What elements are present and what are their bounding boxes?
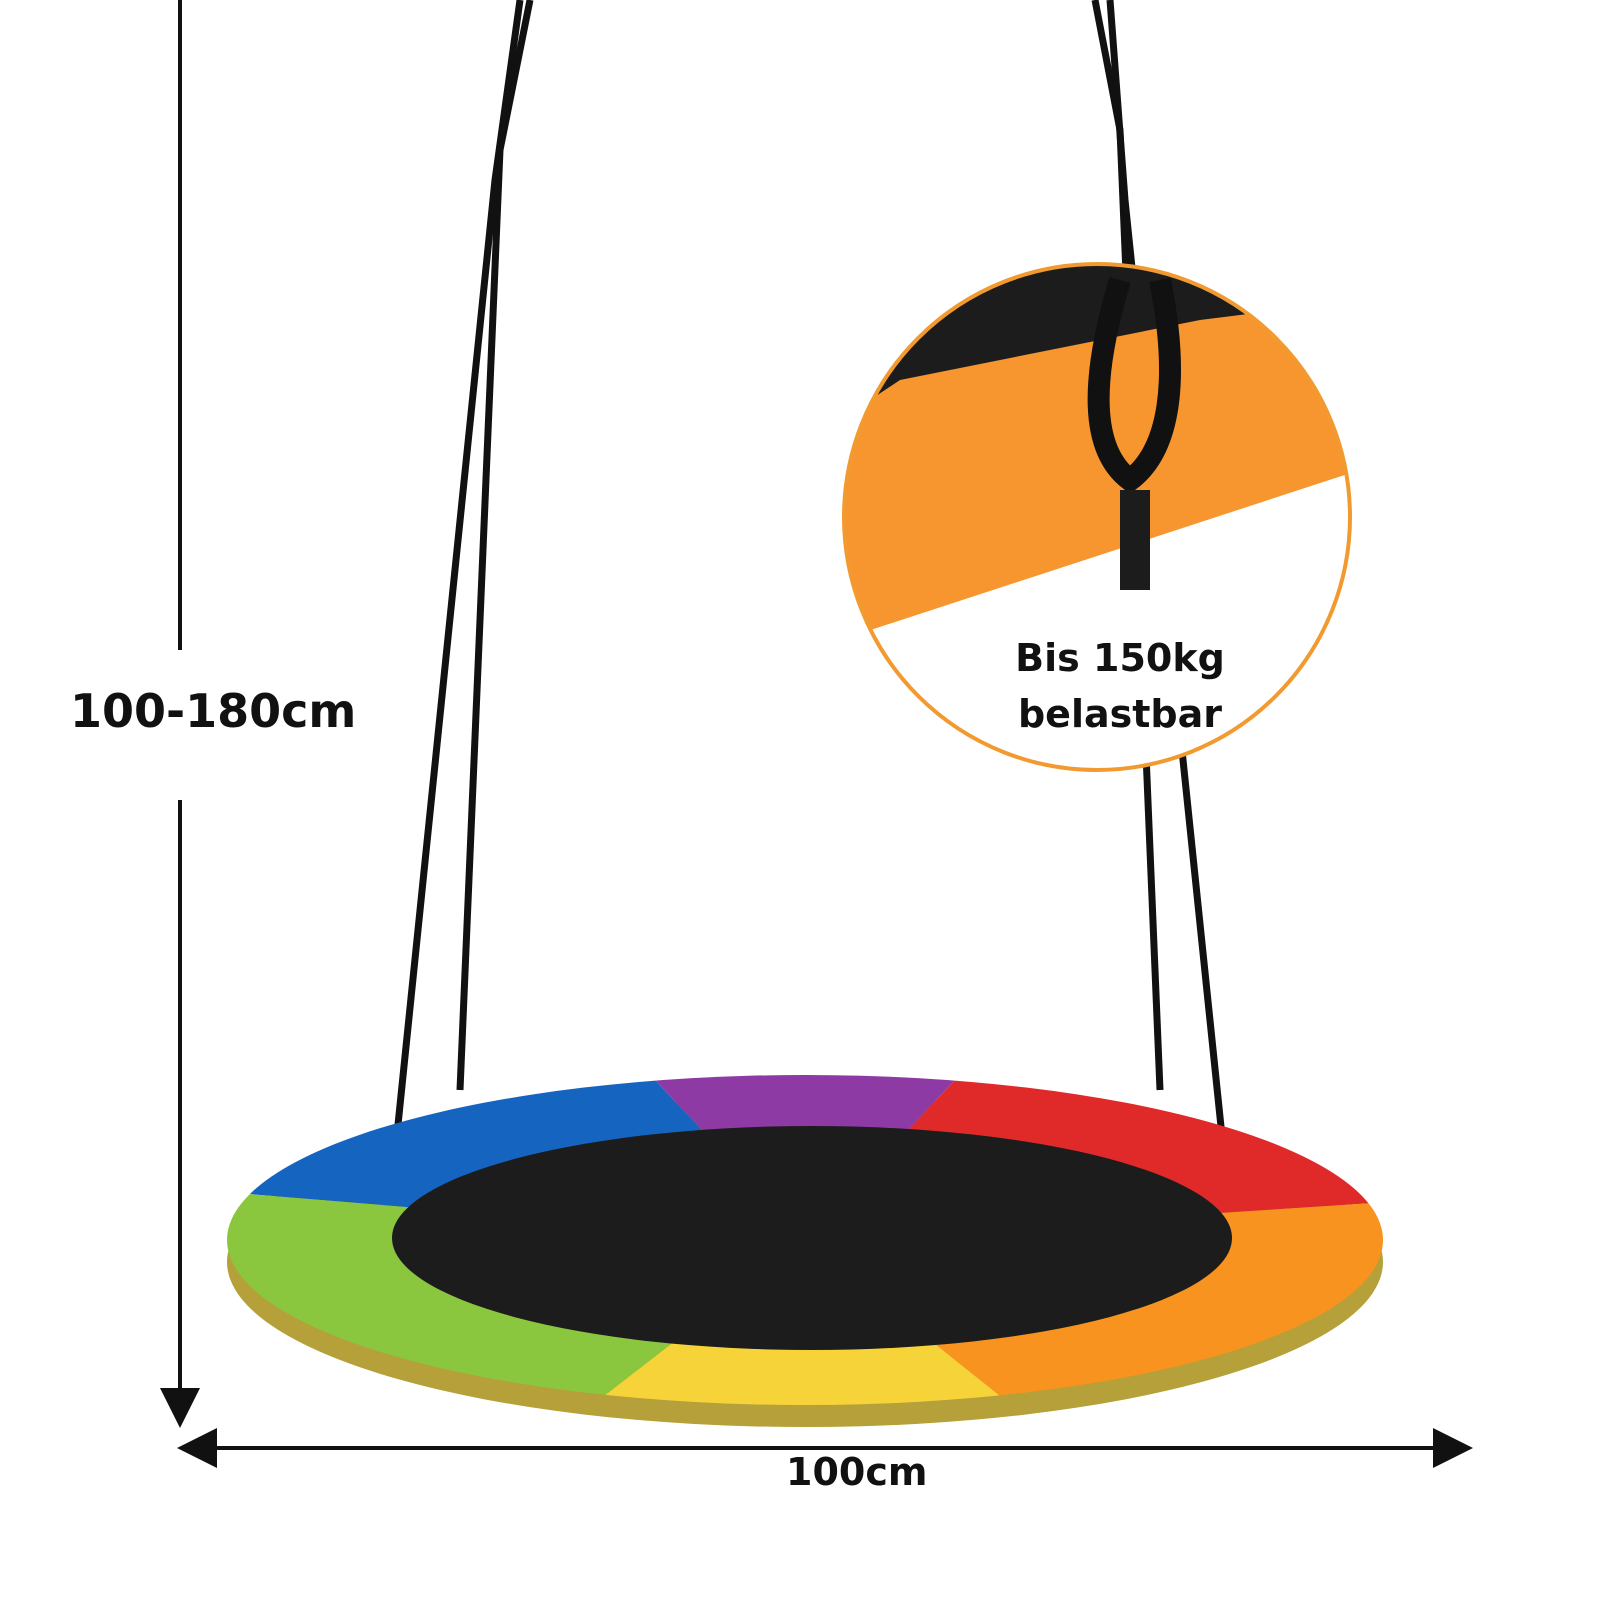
load-capacity-line1: Bis 150kg (1015, 636, 1225, 680)
swing-seat (227, 1075, 1383, 1427)
ropes (376, 0, 1244, 1311)
inset-border (842, 262, 1352, 772)
height-label: 100-180cm (70, 684, 357, 738)
load-capacity-text: Bis 150kg belastbar (985, 630, 1255, 742)
load-capacity-line2: belastbar (1017, 692, 1222, 736)
width-label: 100cm (786, 1450, 928, 1494)
inset-detail (842, 262, 1352, 772)
seat-center (392, 1126, 1232, 1350)
